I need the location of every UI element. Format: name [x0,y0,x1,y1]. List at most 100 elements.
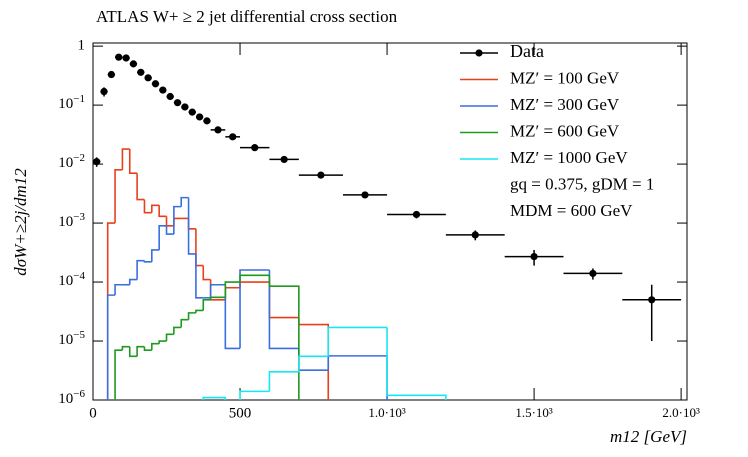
hist-bin [195,253,204,299]
legend-label: Data [510,41,544,61]
hist-bin [268,270,299,350]
x-tick-label: 1.5·10³ [515,405,553,420]
y-tick-label: 1 [78,38,86,54]
x-tick-label: 2.0·10³ [662,405,700,420]
hist-bin [158,340,167,344]
hist-bin [224,281,241,298]
data-point [188,108,196,116]
data-point [214,126,222,134]
hist-bin [173,326,182,335]
legend-swatch [475,49,483,57]
hist-bin [180,196,189,207]
data-point [203,117,211,125]
y-tick-label: 10−5 [58,329,85,349]
hist-bin [180,318,189,328]
hist-bin [327,326,388,357]
hist-bin [298,355,329,372]
hist-bin [239,274,270,283]
hist-bin [202,298,211,311]
data-point [173,99,182,107]
data-point [144,74,152,82]
hist-bin [158,205,167,218]
hist-bin [165,333,174,342]
legend-label: MZ′ = 600 GeV [510,121,620,140]
hist-bin [128,278,138,285]
x-tick-label: 1.0·10³ [368,405,406,420]
hist-bin [202,396,211,400]
data-point [151,80,160,88]
y-tick-label: 10−3 [58,211,85,231]
hist-bin [151,342,160,351]
data-point [122,54,130,62]
hist-bin [173,205,182,235]
data-point [129,60,138,68]
data-point [589,269,597,278]
plot-frame [92,42,688,401]
data-point [181,103,189,111]
hist-bin [268,275,300,400]
data-point [93,158,101,166]
hist-bin [239,269,270,349]
x-tick-label: 0 [89,405,97,421]
hist-bin [195,309,204,313]
data-point [195,113,204,121]
y-tick-label: 10−1 [58,93,85,113]
hist-bin [143,346,152,351]
hist-bin [128,149,138,175]
data-point [361,191,369,199]
hist-bin [121,345,130,351]
hist-bin [224,284,241,350]
y-axis-label: dσW+≥2j/dm12 [11,168,30,276]
data-point [280,155,288,164]
hist-bin [143,260,152,263]
hist-bin [114,349,123,400]
data-point [159,86,167,94]
hist-bin [165,225,174,235]
hist-bin [386,327,447,400]
hist-bin [106,294,116,400]
hist-bin [136,345,145,357]
data-point [166,92,174,101]
legend-label: MZ′ = 1000 GeV [510,148,628,167]
hist-bin [151,204,160,213]
data-point [251,144,259,152]
hist-bin [158,224,167,250]
data-point [648,296,656,304]
hist-bin [209,283,226,298]
hist-bin [143,199,152,214]
x-tick-label: 500 [229,405,252,421]
hist-bin [128,346,138,358]
y-tick-label: 10−2 [58,152,85,172]
legend-label: MZ′ = 300 GeV [510,95,620,114]
data-point [317,171,325,179]
data-point [412,210,421,219]
hist-bin [121,148,130,170]
hist-bin [187,197,196,255]
hist-bin [202,265,211,281]
hist-bin [114,283,123,296]
chart-title: ATLAS W+ ≥ 2 jet differential cross sect… [96,7,398,26]
data-point [471,231,479,239]
data-point [229,133,237,141]
y-tick-label: 10−4 [58,270,85,290]
hist-bin [268,371,299,392]
hist-bin [136,259,145,280]
hist-bin [151,249,160,262]
legend-note: gq = 0.375, gDM = 1 [510,174,654,193]
data-point [530,253,538,261]
data-point [137,68,145,76]
data-point [115,53,123,61]
data-point [100,87,108,96]
hist-bin [136,173,145,201]
y-tick-label: 10−6 [58,388,85,408]
legend-note: MDM = 600 GeV [510,201,633,220]
x-axis-label: m12 [GeV] [610,427,687,446]
hist-bin [114,169,123,224]
data-point [107,70,115,79]
hist-bin [210,396,227,400]
hist-bin [239,390,270,400]
hist-bin [209,296,226,300]
legend-label: MZ′ = 100 GeV [510,68,620,87]
